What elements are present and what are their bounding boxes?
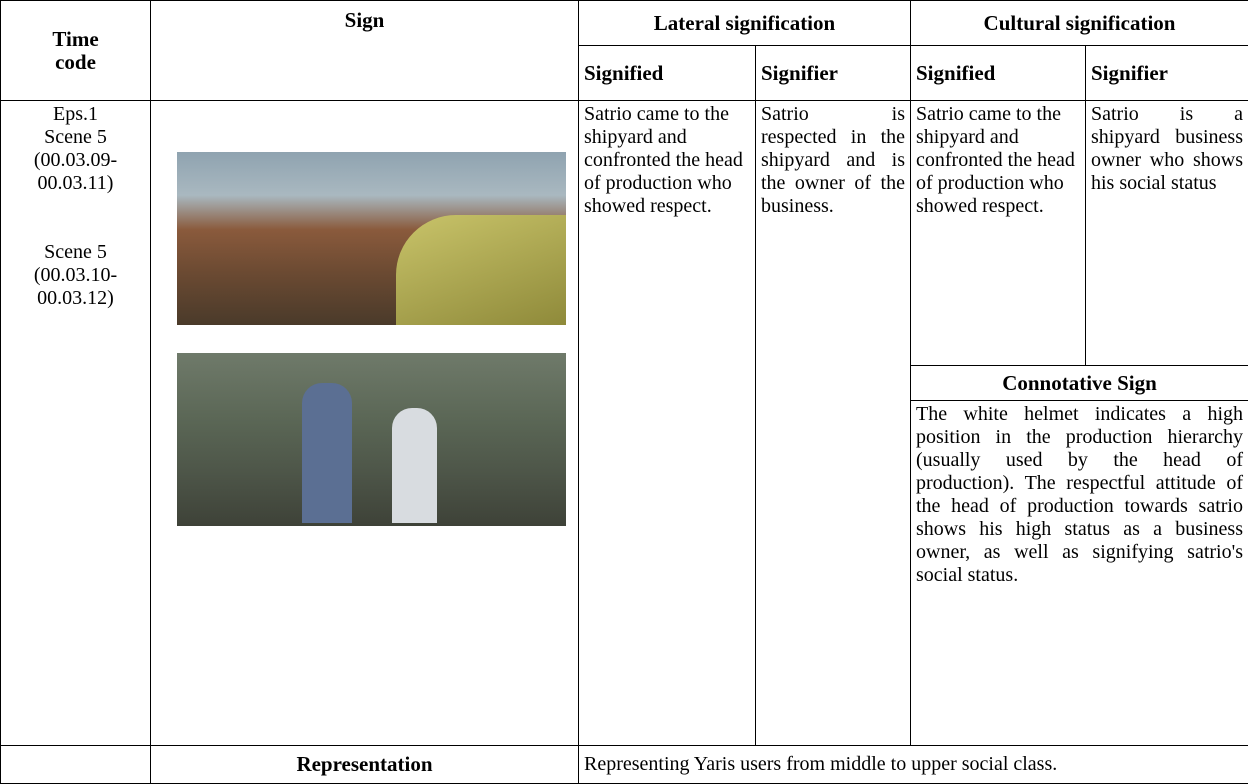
header-text: Lateral signification: [654, 11, 835, 35]
time-line: Scene 5: [6, 126, 145, 149]
header-cell: Signifier: [1086, 46, 1248, 101]
header-cell: Sign: [151, 1, 579, 101]
header-text: Sign: [345, 8, 385, 32]
time-group: Scene 5(00.03.10-00.03.12): [6, 241, 145, 310]
header-text: Cultural signification: [984, 11, 1176, 35]
time-line: Eps.1: [6, 103, 145, 126]
header-cell: Signified: [911, 46, 1086, 101]
footer-text-cell: Representing Yaris users from middle to …: [579, 746, 1248, 784]
body-cell: Satrio is a shipyard business owner who …: [1086, 101, 1248, 366]
figure-shape: [392, 408, 437, 523]
header-cell: Time code: [1, 1, 151, 101]
figure-shape: [302, 383, 352, 523]
body-cell: Satrio came to the shipyard and confront…: [911, 101, 1086, 366]
body-text: Satrio came to the shipyard and confront…: [916, 103, 1075, 217]
body-text: Satrio is a shipyard business owner who …: [1091, 103, 1243, 194]
scene-image: [177, 353, 566, 526]
header-text: Signified: [916, 61, 995, 85]
connotative-cell: The white helmet indicates a high positi…: [911, 401, 1248, 746]
body-text: The white helmet indicates a high positi…: [916, 403, 1243, 586]
header-text: Time code: [46, 28, 106, 74]
header-cell: Signifier: [756, 46, 911, 101]
header-text: Signified: [584, 61, 663, 85]
empty-cell: [1, 746, 151, 784]
body-cell: Satrio is respected in the shipyard and …: [756, 101, 911, 746]
footer-text: Representing Yaris users from middle to …: [584, 753, 1057, 775]
body-text: Satrio came to the shipyard and confront…: [584, 103, 743, 217]
time-line: Scene 5: [6, 241, 145, 264]
header-text: Signifier: [1091, 61, 1168, 85]
footer-label-cell: Representation: [151, 746, 579, 784]
body-cell: Satrio came to the shipyard and confront…: [579, 101, 756, 746]
header-cell: Cultural signification: [911, 1, 1248, 46]
body-text: Satrio is respected in the shipyard and …: [761, 103, 905, 217]
scene-image: [177, 152, 566, 325]
header-cell: Signified: [579, 46, 756, 101]
connotative-header: Connotative Sign: [911, 366, 1248, 401]
header-text: Signifier: [761, 61, 838, 85]
header-cell: Lateral signification: [579, 1, 911, 46]
footer-label: Representation: [296, 752, 432, 776]
header-text: Connotative Sign: [1002, 371, 1157, 395]
time-line: (00.03.10-00.03.12): [6, 264, 145, 310]
time-line: (00.03.09-00.03.11): [6, 149, 145, 195]
car-shape: [396, 215, 566, 325]
